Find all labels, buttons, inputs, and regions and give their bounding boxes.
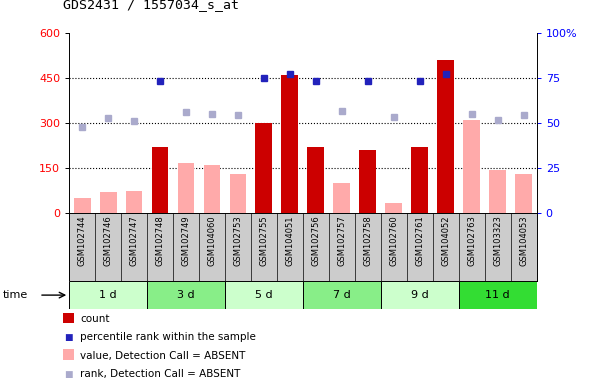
Bar: [230, 174, 246, 213]
Bar: [308, 147, 325, 213]
Text: GSM103323: GSM103323: [493, 215, 502, 266]
Text: GSM102760: GSM102760: [389, 215, 398, 266]
Bar: [69, 281, 147, 309]
Text: GSM104051: GSM104051: [285, 215, 294, 266]
Text: GSM104060: GSM104060: [207, 215, 216, 266]
Text: GDS2431 / 1557034_s_at: GDS2431 / 1557034_s_at: [63, 0, 239, 12]
Bar: [411, 147, 429, 213]
Bar: [147, 281, 225, 309]
Text: value, Detection Call = ABSENT: value, Detection Call = ABSENT: [80, 351, 245, 361]
Text: GSM102756: GSM102756: [311, 215, 320, 266]
Text: 3 d: 3 d: [177, 290, 195, 300]
Text: ■: ■: [64, 333, 73, 342]
Bar: [177, 164, 195, 213]
Text: 11 d: 11 d: [486, 290, 510, 300]
Bar: [438, 60, 454, 213]
Text: ■: ■: [64, 369, 73, 379]
Text: rank, Detection Call = ABSENT: rank, Detection Call = ABSENT: [80, 369, 240, 379]
Bar: [515, 174, 532, 213]
Text: GSM102747: GSM102747: [130, 215, 139, 266]
Text: percentile rank within the sample: percentile rank within the sample: [80, 332, 256, 342]
Bar: [303, 281, 381, 309]
Bar: [359, 150, 376, 213]
Bar: [126, 190, 142, 213]
Bar: [100, 192, 117, 213]
Text: count: count: [80, 314, 109, 324]
Text: GSM102755: GSM102755: [260, 215, 269, 266]
Text: GSM102761: GSM102761: [415, 215, 424, 266]
Text: GSM102757: GSM102757: [337, 215, 346, 266]
Text: time: time: [3, 290, 28, 300]
Bar: [381, 281, 459, 309]
Text: 5 d: 5 d: [255, 290, 273, 300]
Bar: [463, 120, 480, 213]
Bar: [204, 165, 221, 213]
Bar: [255, 123, 272, 213]
Text: 7 d: 7 d: [333, 290, 351, 300]
Text: GSM102744: GSM102744: [78, 215, 87, 266]
Text: GSM102753: GSM102753: [233, 215, 242, 266]
Text: GSM102746: GSM102746: [103, 215, 112, 266]
Bar: [459, 281, 537, 309]
Bar: [385, 203, 402, 213]
Text: GSM102763: GSM102763: [467, 215, 476, 266]
Bar: [74, 198, 91, 213]
Bar: [334, 183, 350, 213]
Text: 1 d: 1 d: [99, 290, 117, 300]
Text: GSM104053: GSM104053: [519, 215, 528, 266]
Text: GSM102748: GSM102748: [156, 215, 165, 266]
Bar: [281, 75, 298, 213]
Bar: [225, 281, 303, 309]
Text: GSM102758: GSM102758: [364, 215, 373, 266]
Bar: [151, 147, 168, 213]
Bar: [489, 169, 506, 213]
Text: GSM102749: GSM102749: [182, 215, 191, 266]
Text: 9 d: 9 d: [411, 290, 429, 300]
Text: GSM104052: GSM104052: [441, 215, 450, 266]
